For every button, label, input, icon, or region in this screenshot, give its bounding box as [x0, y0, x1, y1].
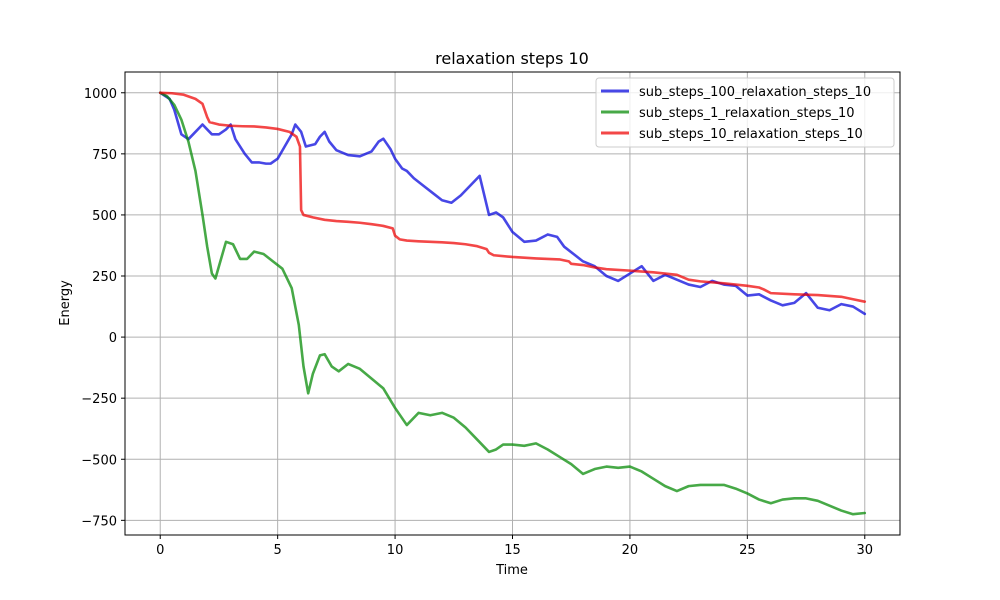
y-tick-label: 750: [92, 148, 117, 163]
series-group: [158, 91, 867, 516]
y-tick-label: 250: [92, 270, 117, 285]
x-tick-label: 5: [274, 543, 282, 558]
x-tick-label: 20: [622, 543, 639, 558]
x-tick-label: 0: [156, 543, 164, 558]
legend: sub_steps_100_relaxation_steps_10 sub_st…: [595, 77, 895, 148]
legend-label-1: sub_steps_1_relaxation_steps_10: [639, 106, 855, 121]
legend-label-0: sub_steps_100_relaxation_steps_10: [639, 85, 871, 100]
y-axis-ticks: −750 −500 −250 0 250 500 750 1000: [81, 87, 125, 529]
y-tick-label: −250: [81, 392, 117, 407]
y-tick-label: −500: [81, 453, 117, 468]
x-tick-label: 30: [856, 543, 873, 558]
x-tick-label: 10: [387, 543, 404, 558]
series-line-2: [158, 91, 867, 303]
grid: [125, 72, 900, 535]
y-tick-label: 1000: [84, 87, 117, 102]
y-axis-label: Energy: [58, 280, 73, 326]
x-tick-label: 25: [739, 543, 756, 558]
x-tick-label: 15: [504, 543, 521, 558]
chart-title: relaxation steps 10: [435, 49, 589, 68]
y-tick-label: 500: [92, 209, 117, 224]
legend-label-2: sub_steps_10_relaxation_steps_10: [639, 127, 863, 142]
x-axis-ticks: 0 5 10 15 20 25 30: [156, 535, 873, 558]
legend-box: [595, 77, 895, 148]
series-line-1: [158, 91, 867, 516]
x-axis-label: Time: [495, 563, 528, 578]
y-tick-label: 0: [109, 331, 117, 346]
y-tick-label: −750: [81, 514, 117, 529]
